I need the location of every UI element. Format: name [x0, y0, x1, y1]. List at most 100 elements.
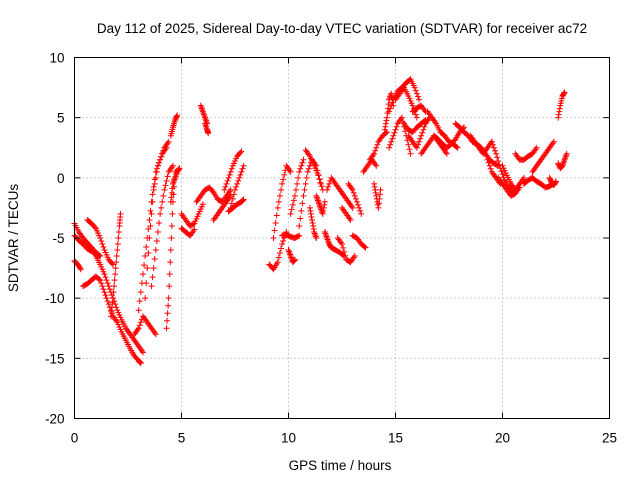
data-point [175, 166, 182, 173]
data-point [149, 274, 156, 281]
data-point [142, 253, 149, 260]
data-point [135, 325, 142, 332]
data-point [296, 222, 303, 229]
data-point [161, 186, 168, 193]
data-point [382, 130, 389, 137]
data-point [166, 283, 173, 290]
data-point [307, 207, 314, 214]
data-point [149, 198, 156, 205]
data-point [174, 112, 181, 119]
data-point [156, 219, 163, 226]
data-point [300, 156, 307, 163]
data-point [168, 235, 175, 241]
data-point [136, 358, 143, 365]
data-point [319, 210, 326, 217]
data-point [406, 146, 413, 153]
data-point [495, 157, 502, 164]
data-point [168, 194, 175, 201]
data-point [353, 198, 360, 205]
data-point [451, 137, 458, 144]
data-point [388, 102, 395, 109]
data-point [115, 228, 122, 235]
data-point [97, 235, 104, 241]
data-point [147, 207, 154, 214]
data-point [373, 144, 380, 151]
y-tick-label: -5 [52, 231, 64, 246]
data-point [107, 313, 114, 320]
data-point [275, 198, 282, 205]
data-point [158, 204, 165, 211]
data-point [298, 162, 305, 169]
data-point [392, 126, 399, 133]
data-point [299, 159, 306, 166]
data-point [143, 244, 150, 251]
data-point [77, 265, 84, 272]
data-point [191, 226, 198, 233]
data-point [389, 99, 396, 106]
data-point [315, 172, 322, 179]
data-point [352, 195, 359, 202]
data-point [555, 114, 562, 121]
data-point [153, 238, 160, 245]
data-point [152, 247, 159, 254]
data-point [383, 114, 390, 121]
data-point [145, 225, 152, 232]
data-point [96, 276, 103, 283]
data-point [112, 271, 119, 278]
y-axis-label: SDTVAR / TECUs [6, 184, 21, 293]
data-point [221, 186, 228, 193]
data-point [298, 207, 305, 214]
data-point [362, 244, 369, 251]
data-point [310, 222, 317, 229]
data-point [383, 117, 390, 124]
data-point [110, 295, 117, 302]
data-point [137, 359, 144, 366]
data-point [117, 210, 124, 217]
data-point [308, 213, 315, 220]
data-point [563, 150, 570, 157]
data-point [339, 241, 345, 248]
data-point [419, 129, 426, 136]
data-point [169, 185, 176, 192]
data-point [104, 280, 111, 287]
data-point [154, 162, 161, 169]
data-point [279, 180, 286, 187]
data-point [484, 156, 491, 163]
data-point [295, 174, 302, 181]
data-point [97, 277, 104, 284]
data-point [342, 252, 349, 259]
data-point [113, 253, 120, 260]
data-point [371, 180, 378, 187]
data-point [91, 224, 98, 231]
data-point [371, 150, 378, 157]
data-point [387, 141, 394, 148]
data-point [205, 130, 212, 137]
data-point [393, 123, 400, 130]
data-point [199, 201, 206, 208]
data-point [309, 216, 316, 223]
data-point [169, 210, 176, 217]
data-point [312, 231, 319, 238]
data-point [373, 192, 380, 199]
data-point [106, 286, 113, 293]
data-point [316, 176, 323, 183]
data-point [99, 241, 106, 248]
data-point [149, 191, 156, 198]
data-point [240, 197, 247, 204]
y-tick-label: -20 [45, 412, 65, 427]
data-point [146, 235, 153, 241]
data-point [443, 150, 450, 157]
data-point [169, 162, 176, 169]
data-point [302, 180, 309, 187]
data-point [108, 260, 115, 267]
data-point [105, 283, 112, 290]
data-point [238, 168, 245, 175]
data-point [391, 129, 398, 136]
data-point [139, 271, 146, 278]
data-point [108, 308, 115, 315]
chart-title: Day 112 of 2025, Sidereal Day-to-day VTE… [97, 21, 587, 36]
data-point [292, 186, 299, 193]
data-point [152, 174, 159, 181]
data-point [157, 156, 164, 163]
data-point [340, 244, 347, 251]
